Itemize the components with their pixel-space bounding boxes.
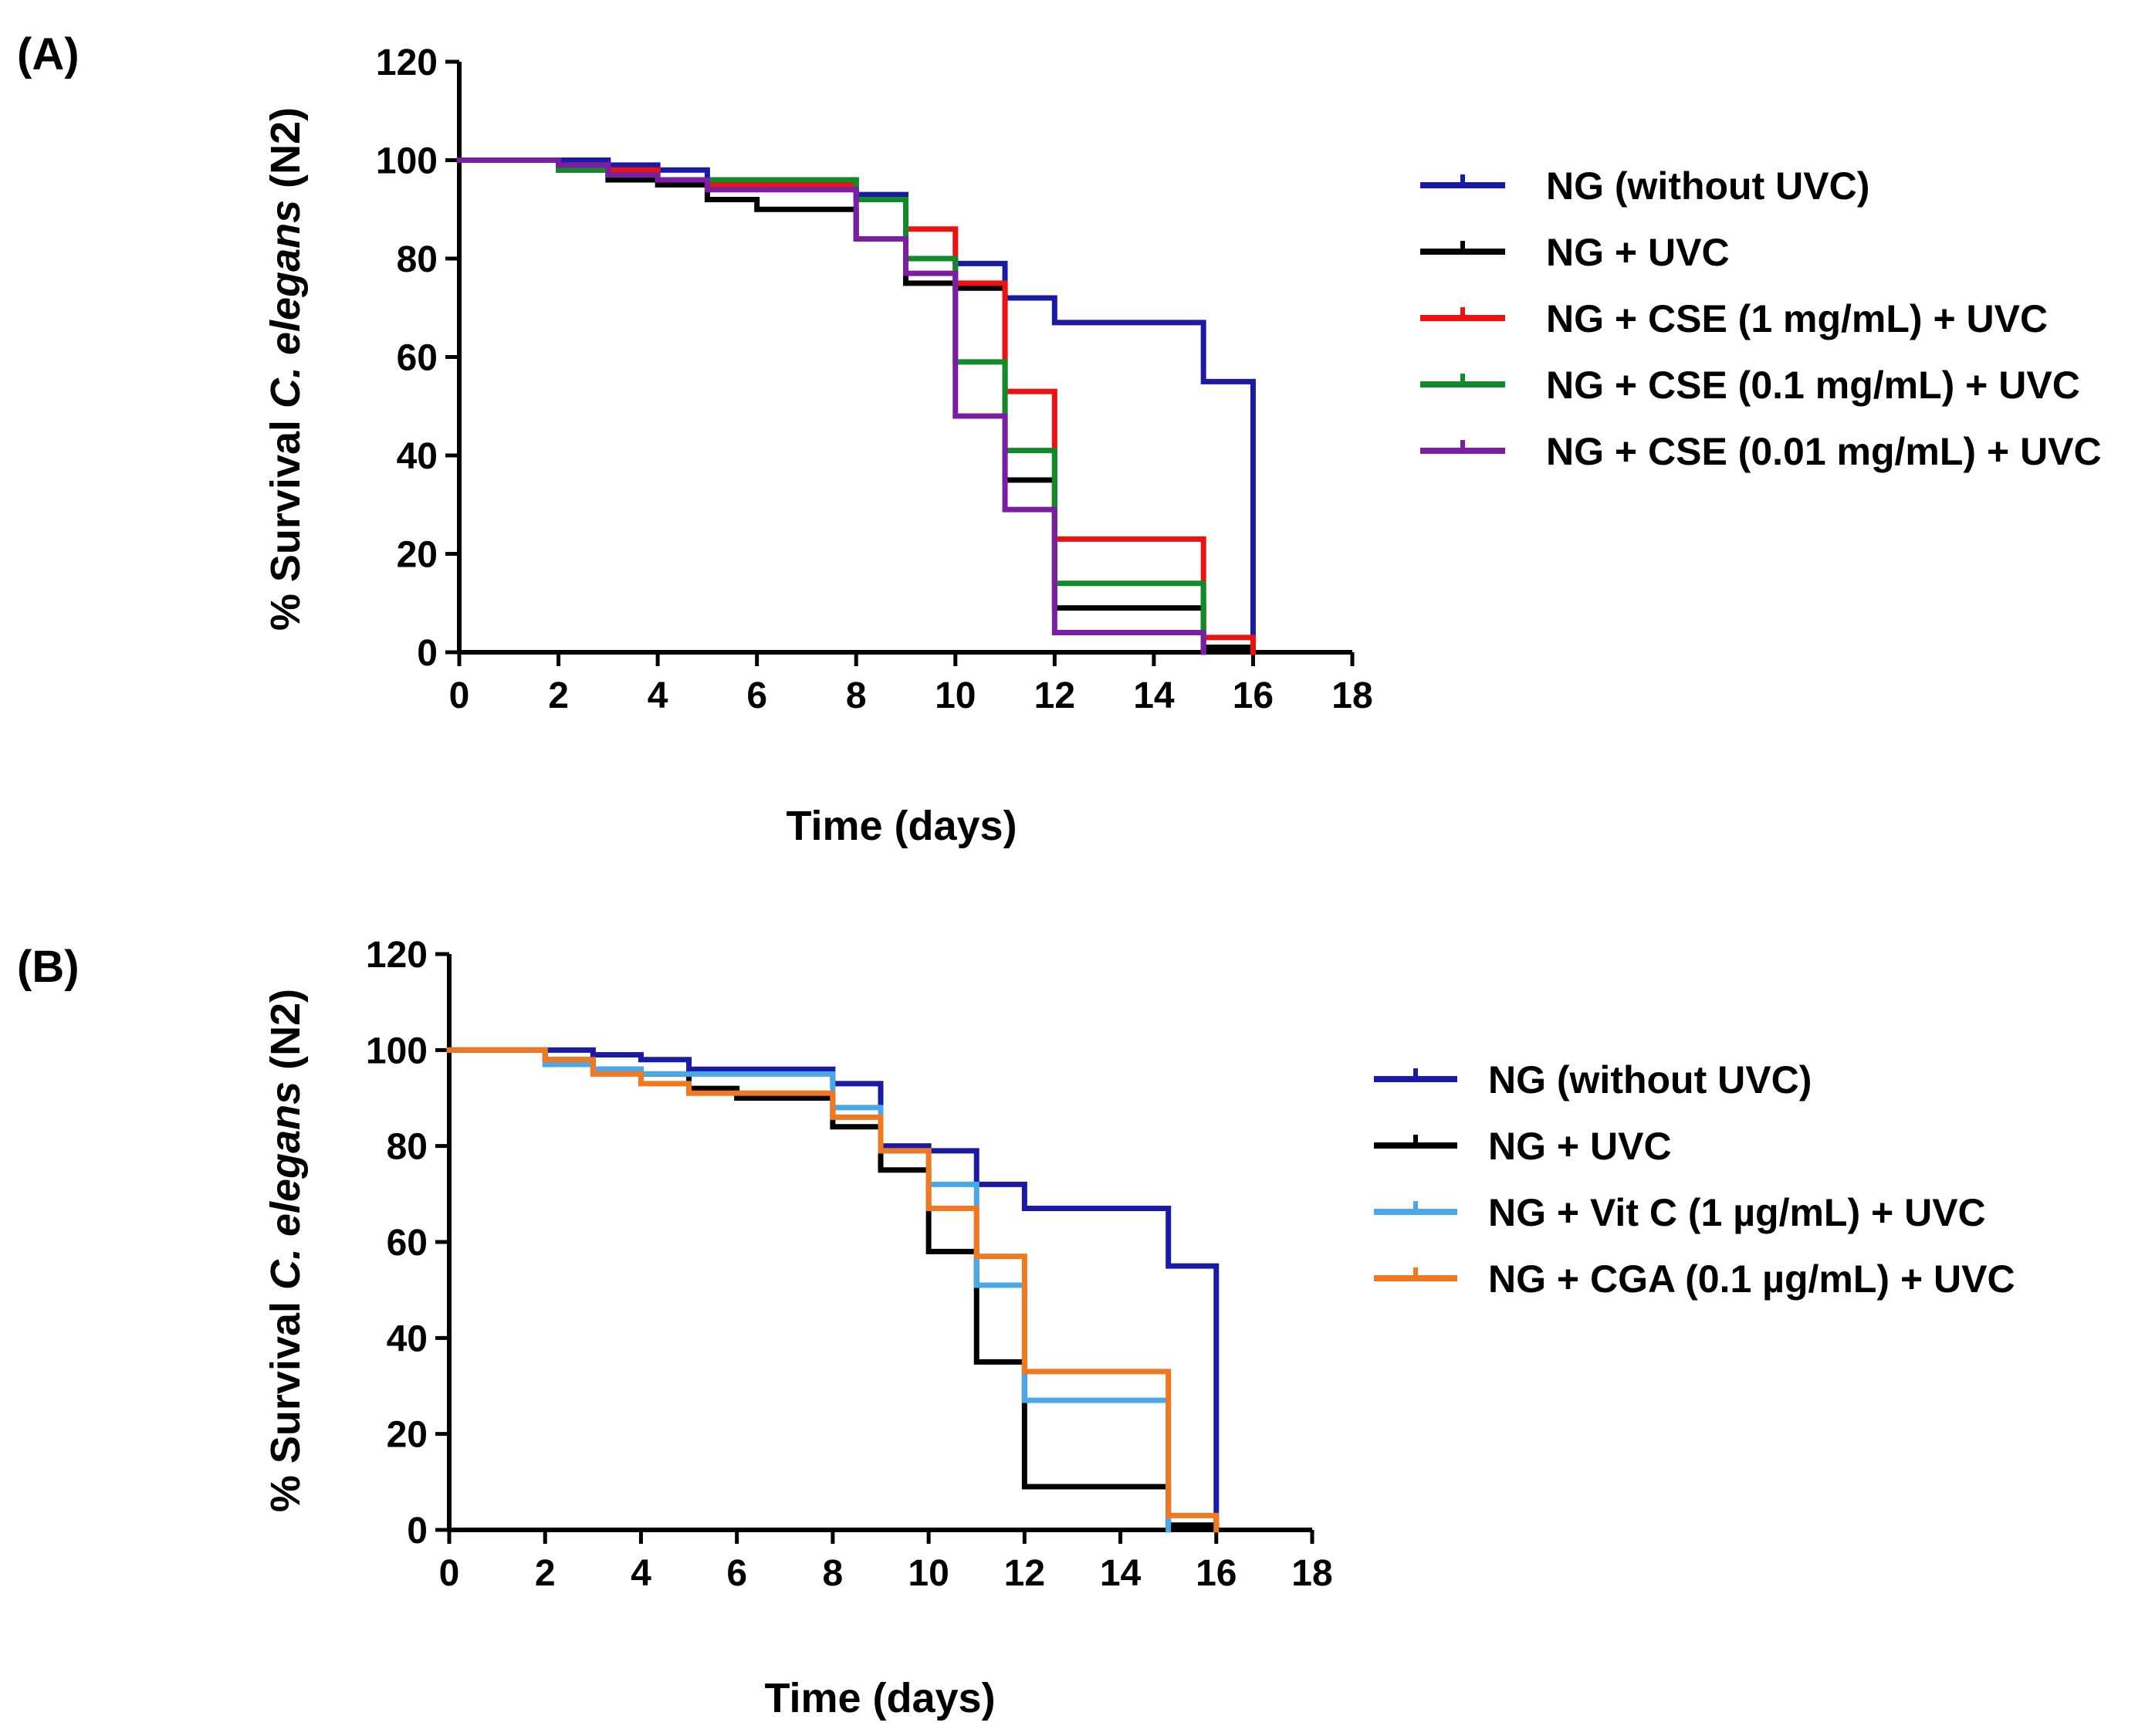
panel-b-x-tick-label: 8 — [823, 1553, 844, 1594]
panel-a-survival-chart: (A) 0 20 40 60 80 100 120 0 2 4 6 8 10 12 14 16 18 Time … — [17, 29, 2102, 849]
panel-b-y-axis-title: % Survival C. elegans (N2) — [262, 989, 309, 1512]
panel-b-x-tick-label: 16 — [1196, 1553, 1237, 1594]
panel-b-x-tick-label: 14 — [1100, 1553, 1142, 1594]
panel-b-y-tick-label: 80 — [387, 1127, 428, 1168]
panel-b-x-tick-label: 10 — [908, 1553, 949, 1594]
panel-a-y-tick-label: 0 — [417, 633, 438, 674]
panel-b-legend-label-2: NG + UVC — [1488, 1125, 1672, 1168]
panel-b-x-tick-label: 0 — [439, 1553, 460, 1594]
panel-b-series-line-2 — [446, 1047, 1220, 1533]
panel-a-legend: NG (without UVC) NG + UVC NG + CSE (1 mg/m… — [1420, 164, 2102, 473]
panel-b-y-tick-label: 100 — [366, 1030, 428, 1071]
panel-a-y-tick-label: 100 — [376, 141, 438, 182]
panel-b-survival-chart: (B) 0 20 40 60 80 100 120 0 2 4 6 8 10 12 14 16 18 Time … — [17, 935, 2015, 1721]
panel-a-label: (A) — [17, 29, 80, 80]
panel-b-x-tick-label: 6 — [726, 1553, 747, 1594]
panel-a-x-tick-label: 12 — [1034, 675, 1075, 716]
panel-b-label: (B) — [17, 942, 80, 992]
panel-b-y-tick-label: 0 — [407, 1511, 428, 1552]
panel-b-legend-label-1: NG (without UVC) — [1488, 1058, 1812, 1101]
panel-b-y-tick-label: 120 — [366, 935, 428, 976]
panel-a-legend-label-5: NG + CSE (0.01 mg/mL) + UVC — [1546, 430, 2102, 473]
panel-a-y-tick-label: 20 — [397, 535, 438, 576]
panel-b-legend-label-3: NG + Vit C (1 µg/mL) + UVC — [1488, 1191, 1986, 1234]
panel-a-y-axis-title: % Survival C. elegans (N2) — [262, 107, 309, 631]
panel-b-series-line-4 — [446, 1047, 1220, 1533]
panel-a-x-tick-label: 10 — [935, 675, 976, 716]
panel-a-series-line-5 — [456, 157, 1206, 655]
panel-a-legend-label-1: NG (without UVC) — [1546, 164, 1869, 208]
panel-a-y-tick-label: 40 — [397, 436, 438, 477]
panel-a-y-tick-label: 120 — [376, 42, 438, 83]
panel-b-y-title-suffix: (N2) — [262, 989, 309, 1081]
panel-b-y-title-species: C. elegans — [262, 1081, 309, 1290]
panel-a-y-tick-label: 80 — [397, 239, 438, 280]
panel-b-y-tick-label: 40 — [387, 1318, 428, 1359]
panel-b-x-tick-label: 2 — [535, 1553, 556, 1594]
panel-b-y-tick-label: 60 — [387, 1223, 428, 1264]
panel-a-x-axis-title: Time (days) — [786, 803, 1017, 849]
panel-b-y-title-prefix: % Survival — [262, 1290, 309, 1512]
panel-a-plot: 0 20 40 60 80 100 120 0 2 4 6 8 10 12 14 16 18 — [376, 42, 1373, 716]
panel-a-y-title-species: C. elegans — [262, 200, 309, 408]
panel-a-x-tick-label: 2 — [548, 675, 569, 716]
panel-a-y-tick-label: 60 — [397, 338, 438, 379]
panel-a-x-tick-label: 18 — [1331, 675, 1372, 716]
panel-b-x-tick-label: 12 — [1004, 1553, 1045, 1594]
panel-a-legend-label-4: NG + CSE (0.1 mg/mL) + UVC — [1546, 364, 2080, 407]
panel-b-legend-label-4: NG + CGA (0.1 µg/mL) + UVC — [1488, 1257, 2015, 1301]
panel-b-plot: 0 20 40 60 80 100 120 0 2 4 6 8 10 12 14 16 18 — [366, 935, 1333, 1594]
panel-a-y-title-prefix: % Survival — [262, 408, 309, 631]
panel-a-x-tick-label: 4 — [648, 675, 668, 716]
panel-b-x-axis-title: Time (days) — [764, 1675, 995, 1721]
panel-a-x-tick-label: 14 — [1133, 675, 1175, 716]
panel-a-x-tick-label: 16 — [1233, 675, 1274, 716]
panel-a-x-tick-label: 8 — [846, 675, 867, 716]
panel-a-series-line-4 — [456, 157, 1206, 655]
panel-b-x-tick-label: 18 — [1291, 1553, 1332, 1594]
panel-a-legend-label-2: NG + UVC — [1546, 231, 1730, 274]
panel-a-y-title-suffix: (N2) — [262, 107, 309, 200]
panel-a-x-tick-label: 0 — [449, 675, 470, 716]
panel-b-legend: NG (without UVC) NG + UVC NG + Vit C (1 µg… — [1374, 1058, 2015, 1301]
panel-b-series-line-3 — [446, 1047, 1172, 1533]
panel-a-x-tick-label: 6 — [746, 675, 767, 716]
panel-b-y-tick-label: 20 — [387, 1415, 428, 1456]
panel-b-x-tick-label: 4 — [631, 1553, 651, 1594]
panel-a-legend-label-3: NG + CSE (1 mg/mL) + UVC — [1546, 297, 2048, 340]
